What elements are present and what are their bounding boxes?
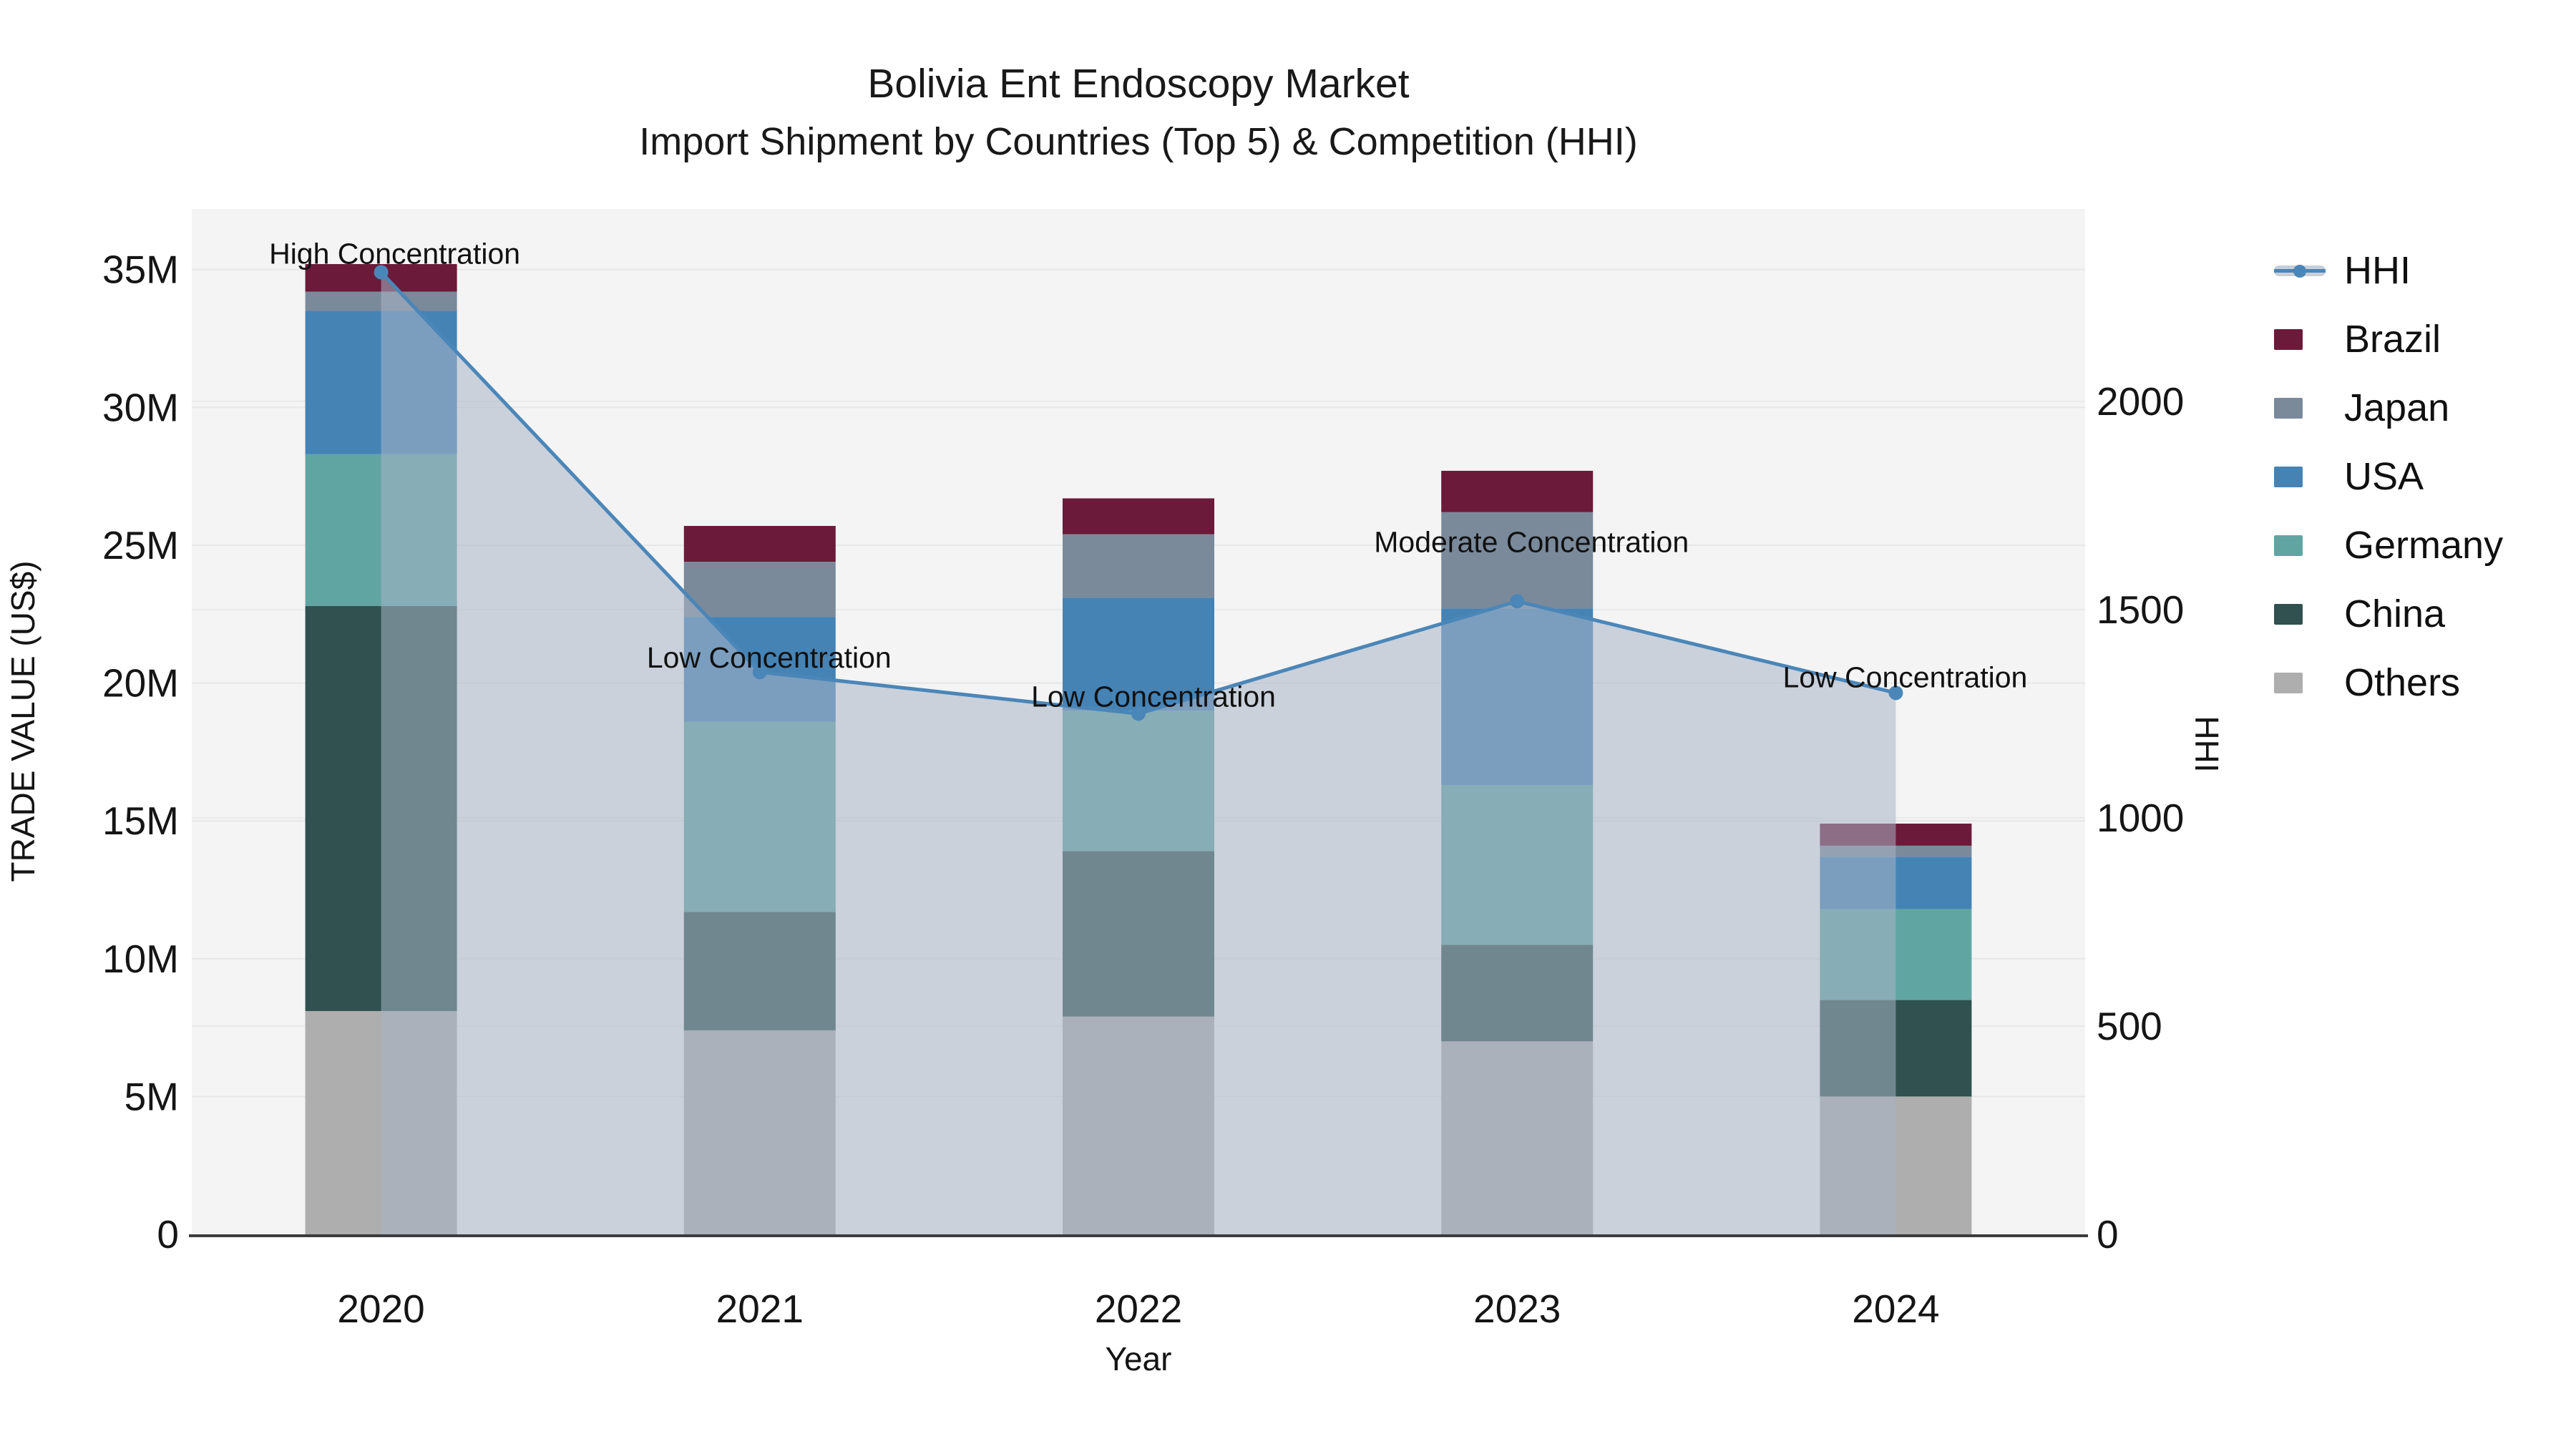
hhi-point-2024 — [1888, 686, 1903, 701]
y-axis-title-left: TRADE VALUE (US$) — [4, 560, 42, 882]
legend-item-usa: USA — [2274, 442, 2503, 511]
legend-item-others: Others — [2274, 648, 2503, 717]
hhi-line-series — [374, 265, 1903, 721]
legend-item-china: China — [2274, 580, 2503, 648]
legend-swatch-icon — [2274, 466, 2328, 487]
annotations: High Concentration Low Concentration Low C… — [269, 237, 2027, 713]
annotation-2020: High Concentration — [269, 237, 520, 270]
bar-segment-2022-japan — [1063, 534, 1214, 598]
x-tick-2022: 2022 — [1095, 1287, 1182, 1331]
bar-segment-2021-japan — [683, 562, 836, 618]
legend-item-japan: Japan — [2274, 374, 2503, 442]
legend-label: Others — [2344, 661, 2461, 704]
y-tick-left-25M: 25M — [102, 523, 179, 567]
x-tick-2023: 2023 — [1473, 1287, 1561, 1331]
hhi-point-2020 — [374, 265, 389, 280]
hhi-legend-marker — [2293, 264, 2306, 278]
y-axis-title-right: HHI — [2188, 716, 2225, 772]
x-tick-2020: 2020 — [337, 1287, 424, 1331]
legend-color-swatch — [2274, 466, 2303, 487]
hhi-point-2022 — [1131, 706, 1146, 721]
legend-color-swatch — [2274, 328, 2303, 350]
y-tick-left-15M: 15M — [102, 799, 179, 843]
legend-swatch-icon — [2274, 397, 2328, 419]
x-axis-title: Year — [1106, 1340, 1172, 1377]
legend-label: China — [2344, 592, 2446, 635]
hhi-area — [381, 272, 1896, 1234]
legend: HHI Brazil Japan USA Germany China Others — [2274, 236, 2503, 717]
y-tick-left-5M: 5M — [125, 1074, 179, 1118]
hhi-area-fill — [381, 272, 1896, 1234]
y-tick-right-1000: 1000 — [2097, 796, 2184, 840]
y-tick-left-20M: 20M — [102, 661, 179, 706]
y-axis-ticks-right: 0 500 1000 1500 2000 — [2097, 379, 2184, 1257]
annotation-2022: Low Concentration — [1031, 680, 1276, 713]
y-tick-left-10M: 10M — [102, 937, 179, 981]
annotation-2023: Moderate Concentration — [1374, 525, 1689, 558]
y-tick-left-0: 0 — [157, 1212, 179, 1257]
legend-swatch-icon — [2274, 603, 2328, 625]
legend-color-swatch — [2274, 603, 2303, 625]
hhi-point-2021 — [752, 665, 767, 680]
y-tick-right-500: 500 — [2097, 1004, 2162, 1048]
chart-title-line2: Import Shipment by Countries (Top 5) & C… — [639, 120, 1638, 163]
legend-label: Brazil — [2344, 318, 2441, 361]
legend-swatch-icon — [2274, 535, 2328, 556]
y-tick-left-35M: 35M — [102, 248, 179, 292]
legend-color-swatch — [2274, 672, 2303, 693]
legend-color-swatch — [2274, 397, 2303, 419]
bar-segment-2022-brazil — [1063, 498, 1214, 535]
hhi-line-icon — [2274, 264, 2328, 278]
bar-segment-2023-japan — [1441, 512, 1594, 609]
chart-title-line1: Bolivia Ent Endoscopy Market — [867, 61, 1409, 107]
annotation-2021: Low Concentration — [647, 641, 892, 674]
x-tick-2024: 2024 — [1852, 1287, 1939, 1331]
x-tick-2021: 2021 — [716, 1287, 804, 1331]
legend-swatch-icon — [2274, 672, 2328, 693]
legend-label: Japan — [2344, 386, 2450, 429]
y-axis-ticks-left: 0 5M 10M 15M 20M 25M 30M 35M — [102, 248, 179, 1257]
bar-segment-2022-usa — [1063, 597, 1214, 711]
x-axis-ticks: 2020 2021 2022 2023 2024 — [337, 1287, 1939, 1331]
y-tick-right-1500: 1500 — [2097, 587, 2184, 632]
legend-label: USA — [2344, 455, 2424, 498]
legend-item-germany: Germany — [2274, 511, 2503, 580]
hhi-point-2023 — [1510, 594, 1525, 609]
legend-item-brazil: Brazil — [2274, 305, 2503, 374]
legend-color-swatch — [2274, 535, 2303, 556]
annotation-2024: Low Concentration — [1782, 660, 2027, 693]
bar-segment-2021-brazil — [683, 525, 836, 562]
legend-swatch-icon — [2274, 328, 2328, 350]
bar-segment-2023-brazil — [1441, 470, 1594, 512]
y-tick-right-0: 0 — [2097, 1212, 2119, 1257]
legend-item-hhi: HHI — [2274, 236, 2503, 305]
y-tick-left-30M: 30M — [102, 385, 179, 429]
legend-label: HHI — [2344, 249, 2411, 292]
y-tick-right-2000: 2000 — [2097, 379, 2184, 424]
hhi-legend-band — [2274, 264, 2326, 278]
legend-label: Germany — [2344, 524, 2504, 567]
